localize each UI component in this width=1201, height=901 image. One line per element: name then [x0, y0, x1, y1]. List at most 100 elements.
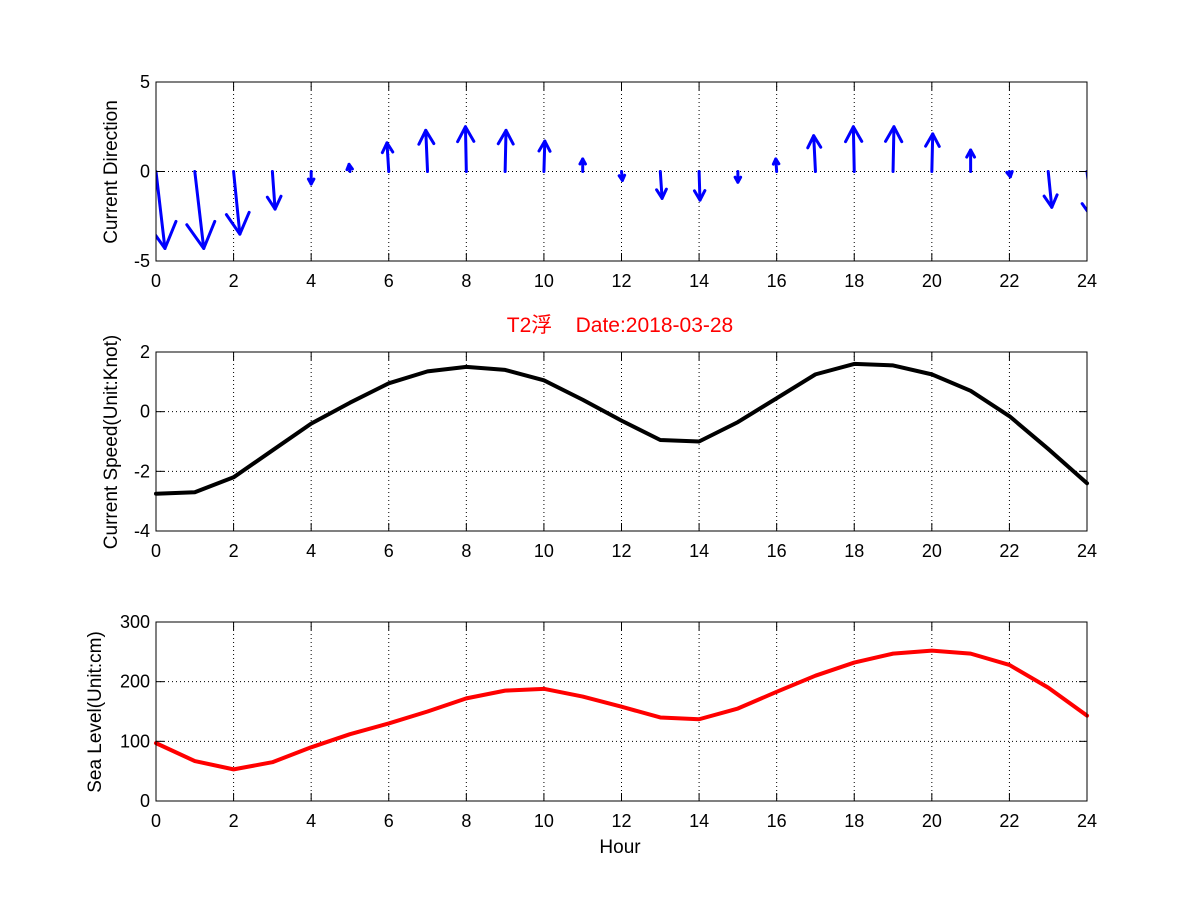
direction-arrow	[884, 125, 904, 173]
direction-arrow-shaft	[812, 134, 817, 173]
direction-arrow	[380, 141, 395, 173]
direction-arrow	[156, 170, 178, 250]
direction-x-tick-label: 2	[229, 271, 239, 291]
direction-x-tick-label: 10	[534, 271, 554, 291]
direction-arrow-shaft	[1046, 170, 1054, 209]
direction-arrow	[578, 157, 587, 173]
speed-x-tick-label: 10	[534, 541, 554, 561]
sea-level-x-tick-label: 2	[229, 811, 239, 831]
sea-level-x-tick-label: 4	[306, 811, 316, 831]
speed-x-tick-label: 0	[151, 541, 161, 561]
direction-x-tick-label: 8	[461, 271, 471, 291]
speed-x-tick-label: 4	[306, 541, 316, 561]
direction-arrow	[224, 170, 251, 236]
direction-arrow-head	[655, 187, 668, 200]
sea-level-x-tick-label: 18	[844, 811, 864, 831]
direction-arrow	[345, 162, 354, 173]
sea-level-x-tick-label: 22	[999, 811, 1019, 831]
direction-arrow-head	[185, 219, 217, 250]
direction-arrow-shaft	[385, 141, 391, 173]
current-direction-panel: 0 2 4 6 8 10 12 14 16 18 20 22 24-505 Current Direct…	[101, 72, 1097, 291]
speed-y-tick-label: 0	[140, 402, 150, 422]
direction-arrow	[265, 170, 283, 211]
direction-arrow-shaft	[232, 170, 242, 236]
direction-arrow-shaft	[424, 128, 430, 173]
sea-level-x-tick-label: 24	[1077, 811, 1097, 831]
direction-arrow	[185, 170, 217, 250]
direction-x-tick-label: 12	[611, 271, 631, 291]
direction-arrow-shaft	[891, 125, 896, 173]
direction-arrow-head	[1042, 193, 1059, 209]
direction-x-tick-label: 0	[151, 271, 161, 291]
sea-level-series-line	[154, 648, 1089, 772]
direction-arrow	[456, 125, 476, 173]
direction-arrow	[733, 170, 743, 184]
direction-arrow-head	[578, 157, 587, 166]
direction-arrow	[1080, 170, 1087, 214]
sea-level-x-tick-label: 8	[461, 811, 471, 831]
direction-arrow	[496, 128, 515, 173]
speed-y-tick-label: -4	[134, 521, 150, 541]
direction-x-tick-label: 6	[384, 271, 394, 291]
direction-arrow-shaft	[658, 170, 664, 200]
direction-arrow-head	[156, 219, 178, 250]
sea-level-x-tick-label: 0	[151, 811, 161, 831]
sea-level-x-tick-label: 12	[611, 811, 631, 831]
current-speed-panel: T2浮 Date:2018-03-28 0 2 4 6 8 10 12 14 16 18 20 22 2…	[101, 314, 1097, 561]
direction-arrow-head	[496, 128, 515, 146]
direction-arrow-shaft	[697, 170, 702, 202]
direction-arrow-head	[345, 162, 354, 172]
direction-arrow-head	[884, 125, 904, 144]
sea-level-y-tick-label: 200	[120, 672, 150, 692]
direction-arrow	[965, 148, 977, 173]
direction-y-tick-label: 5	[140, 72, 150, 92]
speed-x-tick-label: 16	[767, 541, 787, 561]
direction-arrow-shaft	[156, 170, 167, 250]
direction-y-axis-label: Current Direction	[101, 100, 122, 244]
speed-x-tick-label: 12	[611, 541, 631, 561]
sea-level-y-tick-label: 300	[120, 612, 150, 632]
speed-x-tick-label: 22	[999, 541, 1019, 561]
direction-arrow	[617, 170, 627, 182]
direction-arrow	[655, 170, 668, 200]
direction-arrow-head	[806, 134, 823, 150]
direction-arrow-shaft	[463, 125, 468, 173]
direction-arrow-head	[417, 128, 436, 146]
direction-x-tick-label: 24	[1077, 271, 1097, 291]
speed-y-tick-label: -2	[134, 461, 150, 481]
direction-arrow-head	[306, 177, 316, 186]
sea-level-y-tick-label: 0	[140, 791, 150, 811]
speed-x-tick-label: 20	[922, 541, 942, 561]
speed-x-tick-label: 14	[689, 541, 709, 561]
speed-x-tick-label: 6	[384, 541, 394, 561]
direction-arrow	[306, 170, 316, 186]
direction-arrow-head	[537, 139, 552, 153]
sea-level-x-tick-label: 16	[767, 811, 787, 831]
direction-arrow-shaft	[503, 128, 508, 173]
sea-level-y-axis-label: Sea Level(Unit:cm)	[85, 631, 106, 793]
direction-arrow-shaft	[542, 139, 547, 173]
direction-arrow-head	[617, 173, 627, 182]
direction-arrow	[1042, 170, 1059, 209]
speed-x-tick-label: 2	[229, 541, 239, 561]
direction-arrow	[844, 125, 864, 173]
direction-arrow-head	[844, 125, 864, 144]
sea-level-x-tick-label: 20	[922, 811, 942, 831]
direction-y-tick-label: 0	[140, 162, 150, 182]
direction-x-tick-label: 4	[306, 271, 316, 291]
direction-arrow-head	[692, 189, 707, 202]
sea-level-x-tick-label: 6	[384, 811, 394, 831]
speed-y-tick-label: 2	[140, 342, 150, 362]
direction-x-tick-label: 18	[844, 271, 864, 291]
direction-arrow-head	[1005, 169, 1014, 179]
chart-title: T2浮 Date:2018-03-28	[507, 314, 733, 337]
sea-level-x-tick-label: 10	[534, 811, 554, 831]
direction-arrow	[1005, 169, 1014, 179]
speed-x-tick-label: 18	[844, 541, 864, 561]
speed-y-axis-label: Current Speed(Unit:Knot)	[101, 335, 122, 549]
direction-arrow-head	[224, 210, 251, 236]
direction-x-tick-label: 16	[767, 271, 787, 291]
direction-arrow-shaft	[930, 132, 935, 173]
